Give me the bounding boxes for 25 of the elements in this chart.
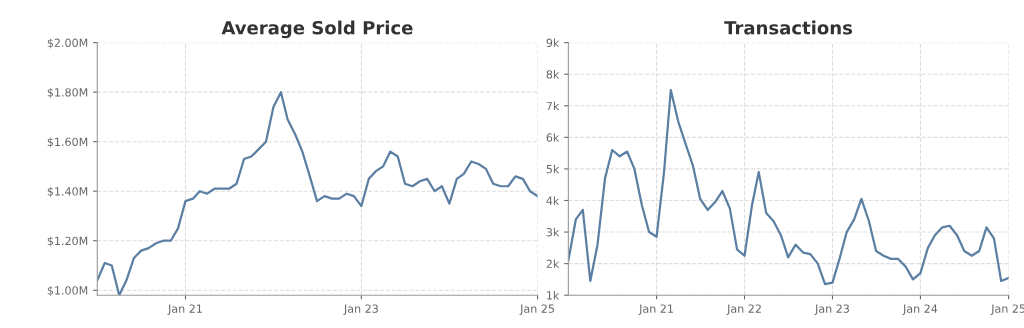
y-tick-label: $1.20M bbox=[47, 236, 88, 247]
y-tick-label: $1.40M bbox=[47, 186, 88, 198]
y-tick-label: 8k bbox=[546, 69, 560, 79]
x-tick-label: Jan 25 bbox=[519, 304, 554, 315]
y-tick-label: $1.00M bbox=[47, 286, 88, 297]
chart-title: Average Sold Price bbox=[221, 20, 413, 39]
y-tick-label: 5k bbox=[546, 164, 560, 174]
x-tick-label: Jan 21 bbox=[167, 304, 202, 315]
x-tick-label: Jan 21 bbox=[638, 304, 673, 315]
y-tick-label: 6k bbox=[546, 133, 560, 142]
y-tick-label: $1.60M bbox=[47, 137, 88, 148]
x-tick-label: Jan 24 bbox=[902, 304, 938, 315]
y-tick-label: 4k bbox=[546, 196, 560, 205]
y-tick-label: $2.00M bbox=[47, 38, 88, 49]
y-tick-label: 2k bbox=[546, 259, 560, 268]
y-tick-label: 9k bbox=[546, 38, 560, 48]
y-tick-label: 1k bbox=[547, 290, 560, 300]
line-series bbox=[568, 88, 1009, 286]
y-tick-label: 7k bbox=[546, 101, 560, 110]
y-tick-label: $1.80M bbox=[47, 87, 88, 99]
x-tick-label: Jan 23 bbox=[343, 304, 378, 315]
x-tick-label: Jan 23 bbox=[814, 304, 849, 315]
x-tick-label: Jan 22 bbox=[726, 304, 761, 315]
y-tick-label: 3k bbox=[546, 227, 560, 237]
chart-title: Transactions bbox=[724, 20, 853, 35]
